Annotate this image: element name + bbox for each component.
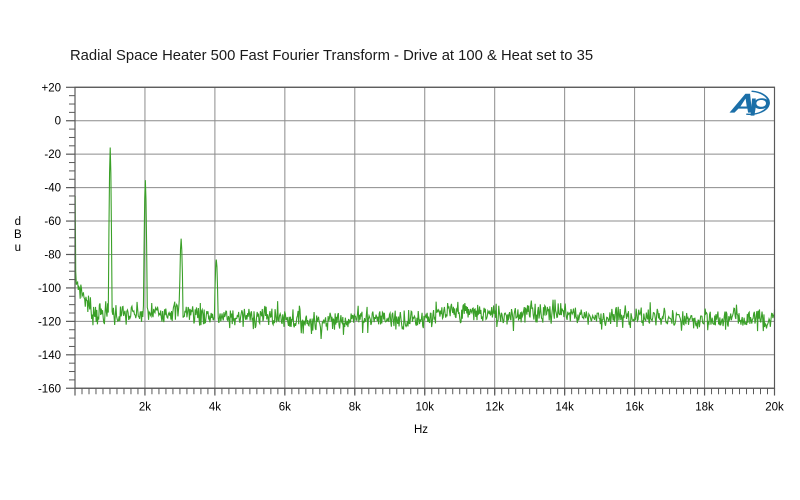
svg-text:-80: -80 xyxy=(44,249,61,261)
svg-text:6k: 6k xyxy=(279,401,291,413)
svg-text:0: 0 xyxy=(55,116,61,128)
svg-text:16k: 16k xyxy=(625,401,644,413)
svg-text:-120: -120 xyxy=(38,316,61,328)
svg-text:-40: -40 xyxy=(44,183,61,195)
svg-text:12k: 12k xyxy=(485,401,504,413)
svg-text:4k: 4k xyxy=(209,401,221,413)
svg-text:-60: -60 xyxy=(44,216,61,228)
svg-text:-160: -160 xyxy=(38,383,61,395)
svg-text:-20: -20 xyxy=(44,149,61,161)
svg-text:-140: -140 xyxy=(38,350,61,362)
svg-text:14k: 14k xyxy=(555,401,574,413)
svg-text:20k: 20k xyxy=(765,401,784,413)
svg-text:+20: +20 xyxy=(41,82,61,94)
svg-text:18k: 18k xyxy=(695,401,714,413)
svg-text:8k: 8k xyxy=(349,401,361,413)
svg-text:-100: -100 xyxy=(38,283,61,295)
svg-text:2k: 2k xyxy=(139,401,151,413)
svg-text:10k: 10k xyxy=(415,401,434,413)
